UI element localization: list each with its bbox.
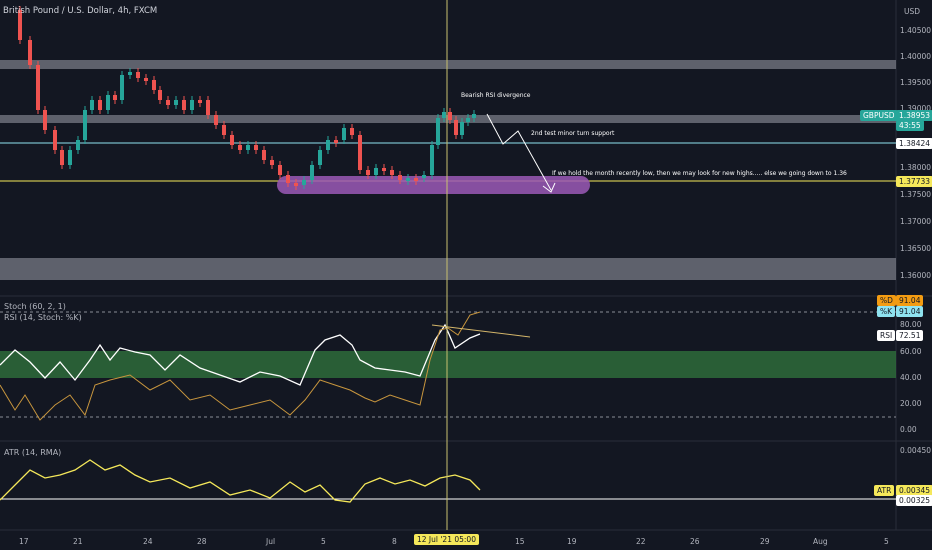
time-tick: 19 [567,537,577,546]
atr-level-tag: 0.00325 [896,495,932,506]
arrow-head [542,182,556,193]
stoch-d-label: %D [877,295,896,306]
rsi-trendline[interactable] [431,324,531,338]
rsi-line[interactable] [0,323,481,386]
support-zone[interactable] [0,258,896,280]
time-tick: 26 [690,537,700,546]
rsi-band [0,351,896,378]
time-tick: 28 [197,537,207,546]
time-tick: 5 [884,537,889,546]
resistance-zone[interactable] [0,60,896,69]
price-tick: 1.39000 [900,104,932,113]
currency-label[interactable]: USD [904,7,921,16]
price-tick: 1.38000 [900,163,932,172]
time-tick: 24 [143,537,153,546]
atr-value: 0.00345 [896,485,932,496]
rsi-label: RSI [877,330,896,341]
price-tick: 1.37500 [900,190,932,199]
price-tick: 1.40000 [900,52,932,61]
cyan-line-tag: 1.38424 [896,138,932,149]
stoch-k-value: 91.04 [896,306,924,317]
outlook-note[interactable]: If we hold the month recently low, then … [552,170,847,177]
time-tick: Jul [266,537,276,546]
rsi-title[interactable]: RSI (14, Stoch: %K) [4,313,82,322]
support-highlight[interactable] [277,176,590,194]
time-tick: 15 [515,537,525,546]
time-tick: Aug [813,537,828,546]
atr-tick: 0.00450 [900,446,932,455]
countdown-tag: 43:55 [896,120,924,131]
price-tick: 1.36500 [900,244,932,253]
current-price-tag: 1.38953 [896,110,932,121]
stoch-line[interactable] [0,311,481,421]
rsi-value: 72.51 [896,330,924,341]
stoch-k-label: %K [877,306,896,317]
rsi-tick: 60.00 [900,347,922,356]
price-tick: 1.39500 [900,78,932,87]
stoch-title[interactable]: Stoch (60, 2, 1) [4,302,66,311]
projection-arrow[interactable] [486,113,552,191]
symbol-title[interactable]: British Pound / U.S. Dollar, 4h, FXCM [3,6,158,16]
rsi-tick: 0.00 [900,425,917,434]
time-tick: 29 [760,537,770,546]
crosshair-time-tag: 12 Jul '21 05:00 [414,534,479,545]
rsi-tick: 20.00 [900,399,922,408]
time-tick: 5 [321,537,326,546]
atr-label: ATR [874,485,895,496]
symbol-tag: GBPUSD [860,110,898,121]
support-note[interactable]: 2nd test minor turn support [531,130,615,137]
time-tick: 21 [73,537,83,546]
rsi-tick: 40.00 [900,373,922,382]
time-tick: 22 [636,537,646,546]
candles-group [18,6,476,190]
atr-line[interactable] [0,459,481,503]
time-tick: 8 [392,537,397,546]
price-tick: 1.37000 [900,217,932,226]
yellow-line-tag: 1.37733 [896,176,932,187]
price-tick: 1.40500 [900,26,932,35]
atr-title[interactable]: ATR (14, RMA) [4,448,62,457]
stoch-d-value: 91.04 [896,295,924,306]
price-tick: 1.36000 [900,271,932,280]
divergence-note[interactable]: Bearish RSI divergence [461,92,531,99]
time-tick: 17 [19,537,29,546]
rsi-tick: 80.00 [900,320,922,329]
